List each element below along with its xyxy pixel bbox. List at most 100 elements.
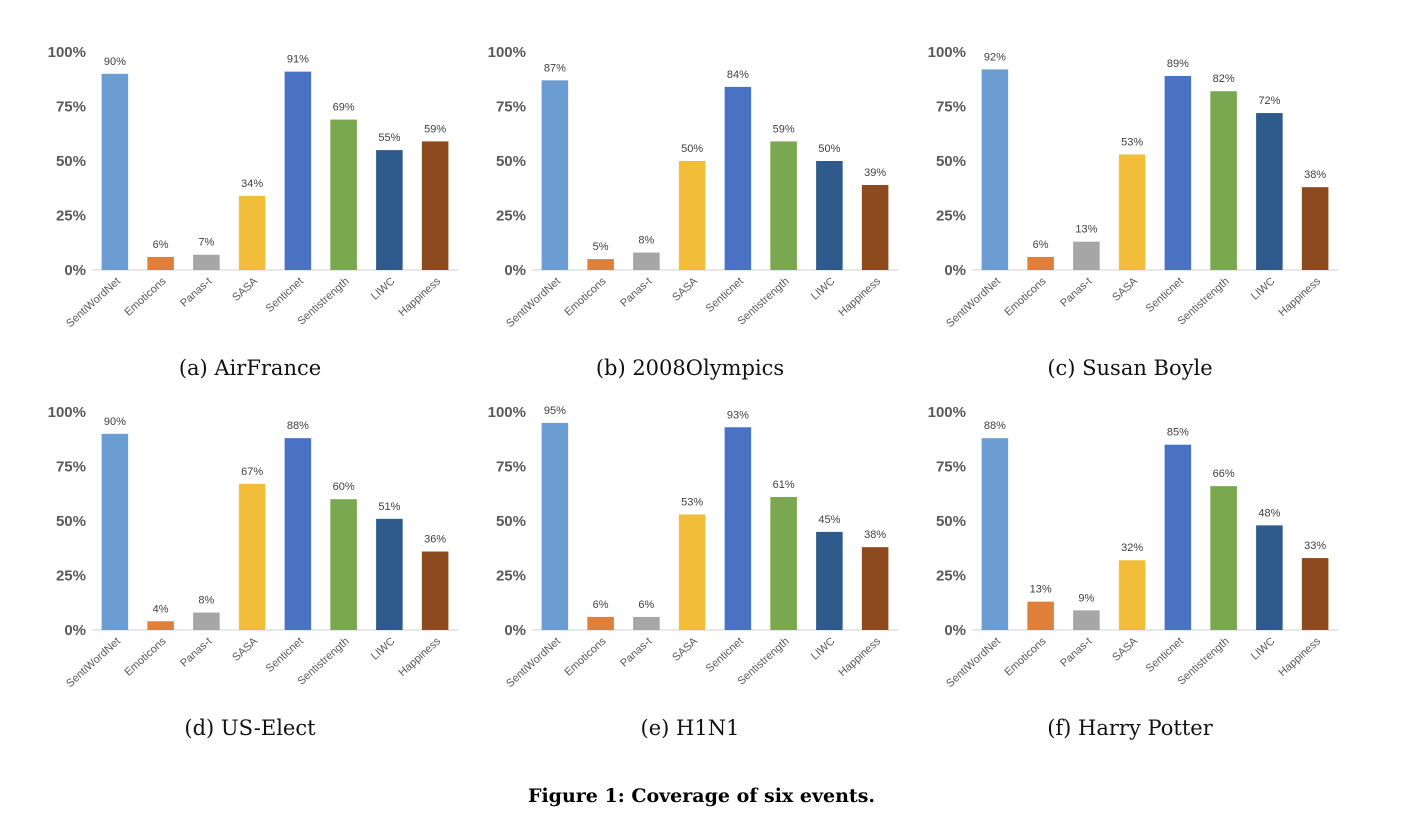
x-tick-label: Senticnet: [264, 635, 306, 675]
data-label: 69%: [333, 102, 355, 114]
data-label: 48%: [1258, 507, 1280, 519]
data-label: 6%: [593, 599, 609, 611]
x-tick-label: LIWC: [1249, 635, 1278, 662]
data-label: 66%: [1213, 468, 1235, 480]
x-tick-label: LIWC: [1249, 275, 1278, 302]
x-tick-label: Emoticons: [562, 275, 609, 319]
x-tick-label: SentiWordNet: [944, 635, 1003, 690]
x-tick-label: SASA: [670, 275, 700, 304]
x-tick-label: Happiness: [836, 275, 883, 319]
x-tick-label: LIWC: [809, 635, 838, 662]
y-tick-label: 100%: [928, 404, 966, 421]
data-label: 6%: [1033, 239, 1049, 251]
y-tick-label: 25%: [496, 208, 526, 225]
y-tick-label: 25%: [56, 208, 86, 225]
x-tick-label: Emoticons: [122, 635, 169, 679]
bar-sentiwordnet: [101, 433, 129, 630]
y-tick-label: 50%: [936, 513, 966, 530]
x-tick-label: Panas-t: [178, 635, 214, 669]
bar-senticnet: [1164, 444, 1192, 630]
bar-panas-t: [193, 612, 220, 630]
data-label: 90%: [104, 416, 126, 428]
chart-panel-airfrance: 0% 25% 50% 75% 100% 90% SentiWordNet 6% Emoticon…: [30, 30, 470, 400]
data-label: 89%: [1167, 58, 1189, 70]
bar-panas-t: [1073, 610, 1100, 630]
bar-panas-t: [633, 616, 660, 630]
bar-sentistrength: [770, 141, 797, 270]
x-tick-label: LIWC: [369, 275, 398, 302]
x-tick-label: SentiWordNet: [64, 275, 123, 330]
y-tick-label: 50%: [56, 153, 86, 170]
bar-liwc: [1256, 113, 1283, 270]
chart-panel-us-elect: 0% 25% 50% 75% 100% 90% SentiWordNet 4% Emoticon…: [30, 390, 470, 760]
data-label: 82%: [1213, 73, 1235, 85]
y-tick-label: 0%: [944, 622, 966, 639]
chart-panel-susan-boyle: 0% 25% 50% 75% 100% 92% SentiWordNet 6% Emoticon…: [910, 30, 1350, 400]
y-tick-label: 50%: [936, 153, 966, 170]
caption-us-elect: (d) US-Elect: [184, 716, 316, 740]
x-tick-label: Senticnet: [264, 275, 306, 315]
x-tick-label: Senticnet: [704, 275, 746, 315]
bar-senticnet: [1164, 75, 1192, 270]
chart-harry-potter: 0% 25% 50% 75% 100% 88% SentiWordNet 13% Emotico…: [928, 404, 1338, 690]
data-label: 4%: [153, 603, 169, 615]
bar-sasa: [238, 195, 266, 270]
data-label: 33%: [1304, 540, 1326, 552]
x-tick-label: Panas-t: [1058, 635, 1094, 669]
bar-sentiwordnet: [981, 438, 1009, 630]
x-tick-label: SASA: [230, 275, 260, 304]
bar-sasa: [238, 483, 266, 630]
data-label: 5%: [593, 241, 609, 253]
bar-sentistrength: [1210, 486, 1237, 630]
bar-sentiwordnet: [101, 73, 129, 270]
caption-h1n1: (e) H1N1: [640, 716, 740, 740]
data-label: 6%: [638, 599, 654, 611]
y-tick-label: 100%: [928, 44, 966, 61]
x-tick-label: SentiWordNet: [64, 635, 123, 690]
data-label: 87%: [544, 62, 566, 74]
bar-panas-t: [633, 252, 660, 270]
data-label: 51%: [378, 501, 400, 513]
x-tick-label: LIWC: [809, 275, 838, 302]
bar-senticnet: [724, 86, 752, 270]
data-label: 45%: [818, 514, 840, 526]
chart-panel-harry-potter: 0% 25% 50% 75% 100% 88% SentiWordNet 13% Emotico…: [910, 390, 1350, 760]
bar-sentiwordnet: [541, 80, 569, 270]
data-label: 88%: [984, 420, 1006, 432]
x-tick-label: Panas-t: [178, 275, 214, 309]
x-tick-label: Happiness: [836, 635, 883, 679]
x-tick-label: Happiness: [396, 635, 443, 679]
bar-emoticons: [147, 256, 174, 270]
x-tick-label: SASA: [1110, 635, 1140, 664]
y-tick-label: 0%: [504, 622, 526, 639]
y-tick-label: 0%: [64, 262, 86, 279]
data-label: 9%: [1078, 592, 1094, 604]
data-label: 60%: [333, 481, 355, 493]
bar-liwc: [1256, 525, 1283, 630]
data-label: 59%: [773, 123, 795, 135]
data-label: 55%: [378, 132, 400, 144]
bar-liwc: [376, 150, 403, 270]
x-tick-label: Panas-t: [1058, 275, 1094, 309]
bar-sasa: [1118, 560, 1146, 630]
data-label: 7%: [198, 237, 214, 249]
bar-panas-t: [193, 254, 220, 270]
x-tick-label: SASA: [230, 635, 260, 664]
y-tick-label: 50%: [56, 513, 86, 530]
x-tick-label: SentiWordNet: [504, 275, 563, 330]
x-tick-label: Senticnet: [704, 635, 746, 675]
bar-sentiwordnet: [541, 422, 569, 630]
bar-senticnet: [284, 438, 312, 630]
x-tick-label: LIWC: [369, 635, 398, 662]
bar-liwc: [376, 518, 403, 630]
chart-panel-h1n1: 0% 25% 50% 75% 100% 95% SentiWordNet 6% Emoticon…: [470, 390, 910, 760]
y-tick-label: 0%: [504, 262, 526, 279]
data-label: 67%: [241, 466, 263, 478]
bar-sentistrength: [330, 499, 357, 630]
caption-harry-potter: (f) Harry Potter: [1047, 716, 1213, 740]
bar-sentistrength: [1210, 91, 1237, 270]
data-label: 53%: [1121, 136, 1143, 148]
data-label: 50%: [818, 143, 840, 155]
y-tick-label: 75%: [496, 459, 526, 476]
